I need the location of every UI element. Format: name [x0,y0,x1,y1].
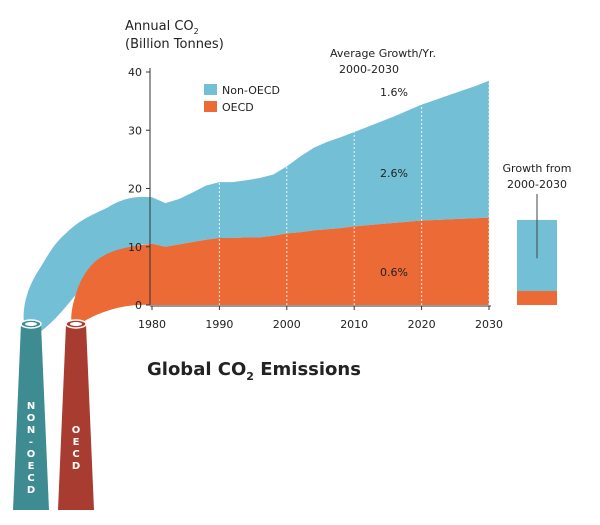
x-tick-label-2030: 2030 [475,318,503,331]
x-tick-label-1990: 1990 [205,318,233,331]
growth-bar-label-line2: 2000-2030 [507,178,567,191]
legend-label-oecd: OECD [222,101,254,114]
y-tick-label-30: 30 [128,124,142,137]
growth-label-non-oecd: 2.6% [380,167,408,180]
growth-header-line1: Average Growth/Yr. [330,47,436,60]
chimney-label-non-oecd-char: D [27,485,35,496]
y-axis: 0 10 20 30 40 [128,66,151,312]
chimney-label-non-oecd-char: C [27,473,34,484]
legend: Non-OECD OECD [204,84,280,114]
chimney-label-non-oecd-char: N [27,401,35,412]
y-axis-label-line1: Annual CO2 [125,19,199,36]
smoke-plumes [23,196,153,336]
area-series [152,80,489,305]
chimney-label-non-oecd-char: O [27,449,36,460]
y-tick-label-10: 10 [128,241,142,254]
growth-label-total: 1.6% [380,86,408,99]
chimney-non-oecd [13,324,49,510]
chimney-label-non-oecd-char: - [29,437,33,448]
chimney-label-non-oecd-char: E [28,461,35,472]
growth-header-line2: 2000-2030 [339,63,399,76]
chimney-label-oecd-char: E [73,437,80,448]
chimney-label-oecd-char: D [72,461,80,472]
chimney-label-non-oecd-char: N [27,425,35,436]
chimney-opening-non-oecd [25,322,37,326]
x-tick-label-2020: 2020 [408,318,436,331]
chart-title: Global CO2 Emissions [147,359,361,383]
x-axis: 1980 1990 2000 2010 2020 2030 [138,305,503,331]
y-tick-label-20: 20 [128,183,142,196]
growth-label-oecd: 0.6% [380,266,408,279]
y-tick-label-40: 40 [128,66,142,79]
growth-bar-label-line1: Growth from [503,162,572,175]
x-tick-label-1980: 1980 [138,318,166,331]
chimney-oecd [58,324,94,510]
legend-label-non-oecd: Non-OECD [222,84,280,97]
growth-bar [517,194,557,305]
legend-swatch-oecd [204,101,217,112]
legend-swatch-non-oecd [204,84,217,95]
area-non-oecd [152,80,489,247]
smoke-plume-oecd [71,243,152,326]
chimney-label-oecd-char: C [72,449,79,460]
chimney-label-oecd-char: O [72,425,81,436]
y-axis-label-line2: (Billion Tonnes) [125,37,224,52]
dotted-gridlines [218,80,490,305]
area-oecd [152,217,489,305]
chimney-label-non-oecd-char: O [27,413,36,424]
x-tick-label-2010: 2010 [340,318,368,331]
chimney-opening-oecd [70,322,82,326]
y-tick-label-0: 0 [135,299,142,312]
smoke-plume-non-oecd [23,196,153,336]
growth-bar-segment-oecd [517,291,557,305]
x-tick-label-2000: 2000 [273,318,301,331]
